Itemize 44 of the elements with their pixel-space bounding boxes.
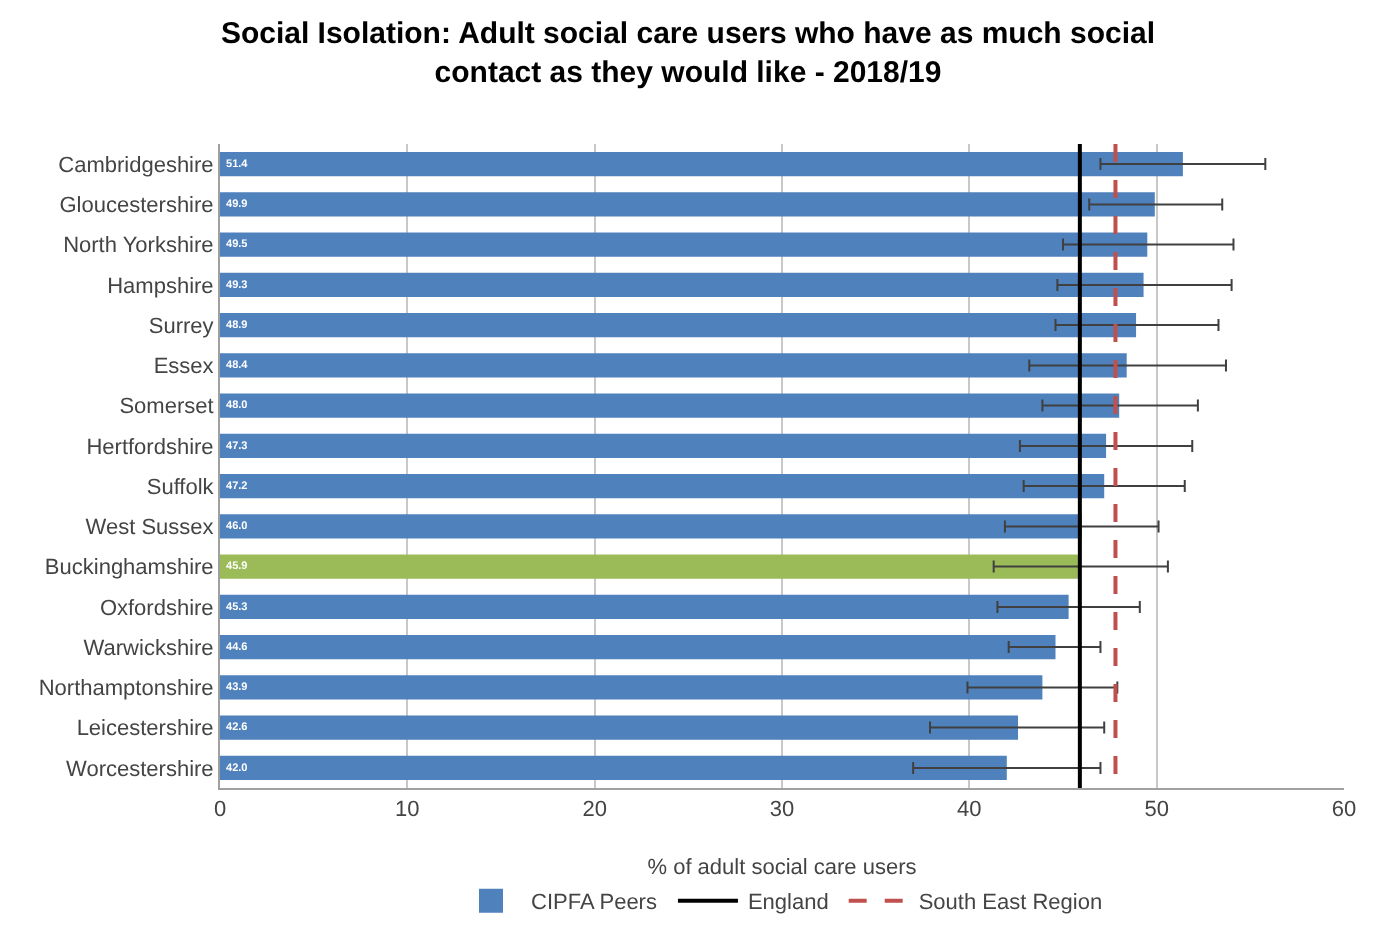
- legend-label: CIPFA Peers: [531, 891, 658, 916]
- bar: [220, 514, 1082, 539]
- y-tick-label: Suffolk: [146, 475, 215, 500]
- x-tick-label: 30: [769, 798, 795, 823]
- bar: [220, 474, 1105, 499]
- bar: [220, 192, 1155, 217]
- bar: [220, 272, 1144, 297]
- bar: [220, 675, 1043, 700]
- bar: [220, 554, 1080, 579]
- x-tick-label: 40: [957, 798, 982, 823]
- y-tick-label: Hampshire: [107, 274, 214, 299]
- y-tick-label: Worcestershire: [66, 757, 214, 782]
- y-tick-label: Surrey: [148, 314, 215, 339]
- bar: [220, 313, 1137, 338]
- legend-label: South East Region: [918, 891, 1103, 916]
- bar: [220, 594, 1069, 619]
- y-tick-label: Hertfordshire: [86, 435, 214, 460]
- bar: [220, 433, 1107, 458]
- x-tick-label: 50: [1144, 798, 1169, 823]
- y-tick-label: West Sussex: [85, 516, 215, 541]
- legend-label: England: [747, 891, 829, 916]
- chart-title: Social Isolation: Adult social care users who have as much social contact as they would like - 2018/19: [220, 16, 1156, 90]
- bar: [220, 232, 1148, 257]
- y-tick-label: North Yorkshire: [63, 234, 214, 259]
- x-tick-label: 20: [582, 798, 607, 823]
- bar: [220, 635, 1056, 660]
- y-tick-label: Somerset: [119, 395, 214, 420]
- bar: [220, 715, 1019, 740]
- y-tick-label: Essex: [153, 355, 215, 380]
- y-tick-label: Cambridgeshire: [58, 153, 214, 178]
- y-tick-label: Warwickshire: [83, 636, 214, 661]
- y-tick-label: Gloucestershire: [59, 194, 214, 219]
- bar: [220, 152, 1183, 177]
- x-tick-label: 0: [213, 798, 227, 823]
- bar: [220, 755, 1007, 780]
- y-tick-label: Northamptonshire: [38, 677, 214, 702]
- bar: [220, 353, 1127, 378]
- y-tick-label: Leicestershire: [76, 717, 214, 742]
- x-axis-title: % of adult social care users: [647, 856, 918, 880]
- y-tick-label: Buckinghamshire: [44, 556, 214, 581]
- x-tick-label: 60: [1331, 798, 1357, 823]
- bar: [220, 393, 1120, 418]
- x-tick-label: 10: [395, 798, 420, 823]
- y-tick-label: Oxfordshire: [99, 596, 214, 621]
